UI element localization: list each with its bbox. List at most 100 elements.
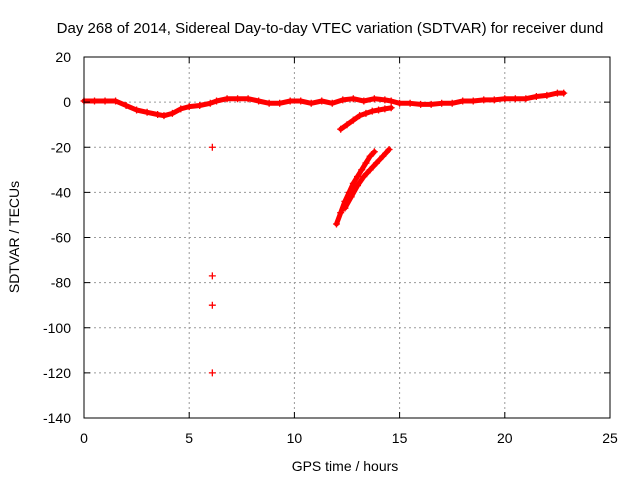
y-tick-label: -40 — [51, 184, 71, 200]
data-point-descending-arc — [356, 112, 364, 120]
data-points — [80, 89, 568, 377]
data-point-main-trace — [349, 95, 357, 103]
data-point-main-trace — [438, 99, 446, 107]
axes: 0 5 10 15 20 25 20 0 -20 -40 -60 -80 -100 -120 -140 — [43, 49, 618, 446]
y-tick-label: -100 — [43, 320, 71, 336]
data-point-main-trace — [91, 97, 99, 105]
y-tick-label: 20 — [55, 49, 71, 65]
x-tick-label: 5 — [185, 430, 193, 446]
data-point-steep-branch-b — [372, 159, 380, 167]
x-tick-label: 25 — [602, 430, 618, 446]
data-point-main-trace — [543, 91, 551, 99]
data-point-main-trace — [522, 95, 530, 103]
data-point-main-trace — [168, 109, 176, 117]
data-point-steep-branch-b — [341, 204, 349, 212]
data-point-steep-branch-b — [347, 193, 355, 201]
data-point-main-trace — [160, 112, 168, 120]
data-point-main-trace — [234, 95, 242, 103]
data-point-main-trace — [185, 103, 193, 111]
y-axis-label: SDTVAR / TECUs — [6, 181, 22, 293]
data-point-main-trace — [417, 100, 425, 108]
data-point-steep-branch-b — [360, 173, 368, 181]
data-point-outliers — [208, 301, 216, 309]
data-point-main-trace — [490, 96, 498, 104]
data-point-main-trace — [112, 97, 120, 105]
data-point-main-trace — [154, 111, 162, 119]
data-point-main-trace — [532, 92, 540, 100]
data-point-main-trace — [501, 95, 509, 103]
x-axis-label: GPS time / hours — [292, 458, 399, 474]
data-point-descending-arc — [381, 105, 389, 113]
y-tick-label: -80 — [51, 275, 71, 291]
series-band-main-trace — [81, 90, 567, 119]
data-point-main-trace — [406, 99, 414, 107]
data-point-steep-branch-a — [354, 173, 362, 181]
data-point-descending-arc — [387, 104, 395, 112]
data-point-outliers — [208, 143, 216, 151]
data-point-main-trace — [339, 96, 347, 104]
data-point-main-trace — [387, 97, 395, 105]
series-band-steep-branch-b — [342, 147, 392, 211]
data-point-main-trace — [255, 97, 263, 105]
y-tick-label: -120 — [43, 365, 71, 381]
data-point-steep-branch-b — [385, 146, 393, 154]
data-point-main-trace — [244, 95, 252, 103]
grid — [84, 57, 610, 418]
data-point-main-trace — [101, 97, 109, 105]
data-point-main-trace — [177, 105, 185, 113]
plot-frame — [83, 56, 611, 419]
data-point-main-trace — [265, 99, 273, 107]
data-point-descending-arc — [337, 125, 345, 133]
data-point-steep-branch-a — [362, 159, 370, 167]
data-point-descending-arc — [349, 116, 357, 124]
data-point-main-trace — [381, 96, 389, 104]
data-point-main-trace — [328, 99, 336, 107]
y-tick-label: 0 — [63, 94, 71, 110]
data-point-main-trace — [286, 97, 294, 105]
x-tick-label: 10 — [287, 430, 303, 446]
data-point-main-trace — [560, 89, 568, 97]
data-point-descending-arc — [343, 121, 351, 129]
data-point-descending-arc — [368, 107, 376, 115]
x-tick-label: 15 — [392, 430, 408, 446]
data-point-steep-branch-b — [379, 152, 387, 160]
data-point-steep-branch-a — [366, 152, 374, 160]
data-point-main-trace — [370, 95, 378, 103]
data-point-main-trace — [459, 97, 467, 105]
data-point-main-trace — [469, 97, 477, 105]
data-point-main-trace — [213, 97, 221, 105]
data-point-main-trace — [276, 99, 284, 107]
data-point-outliers — [208, 369, 216, 377]
data-point-steep-branch-a — [349, 179, 357, 187]
data-point-main-trace — [553, 89, 561, 97]
x-tick-label: 0 — [80, 430, 88, 446]
data-point-main-trace — [196, 102, 204, 110]
data-point-main-trace — [122, 102, 130, 110]
y-tick-label: -60 — [51, 230, 71, 246]
data-point-main-trace — [448, 99, 456, 107]
data-point-descending-arc — [362, 109, 370, 117]
data-point-steep-branch-a — [337, 209, 345, 217]
y-tick-label: -20 — [51, 139, 71, 155]
data-point-steep-branch-a — [332, 220, 340, 228]
data-point-main-trace — [511, 95, 519, 103]
data-point-main-trace — [427, 100, 435, 108]
data-point-steep-branch-a — [358, 166, 366, 174]
data-point-main-trace — [223, 95, 231, 103]
data-point-main-trace — [133, 106, 141, 114]
data-point-main-trace — [297, 97, 305, 105]
data-point-main-trace — [396, 99, 404, 107]
data-point-main-trace — [143, 108, 151, 116]
y-tick-label: -140 — [43, 410, 71, 426]
data-point-main-trace — [318, 97, 326, 105]
data-point-main-trace — [480, 96, 488, 104]
data-point-steep-branch-b — [366, 166, 374, 174]
data-point-main-trace — [206, 99, 214, 107]
x-tick-label: 20 — [497, 430, 513, 446]
data-point-steep-branch-a — [370, 148, 378, 156]
data-point-descending-arc — [375, 106, 383, 114]
data-point-outliers — [208, 272, 216, 280]
data-point-steep-branch-b — [354, 182, 362, 190]
data-point-main-trace — [360, 97, 368, 105]
data-point-main-trace — [307, 99, 315, 107]
